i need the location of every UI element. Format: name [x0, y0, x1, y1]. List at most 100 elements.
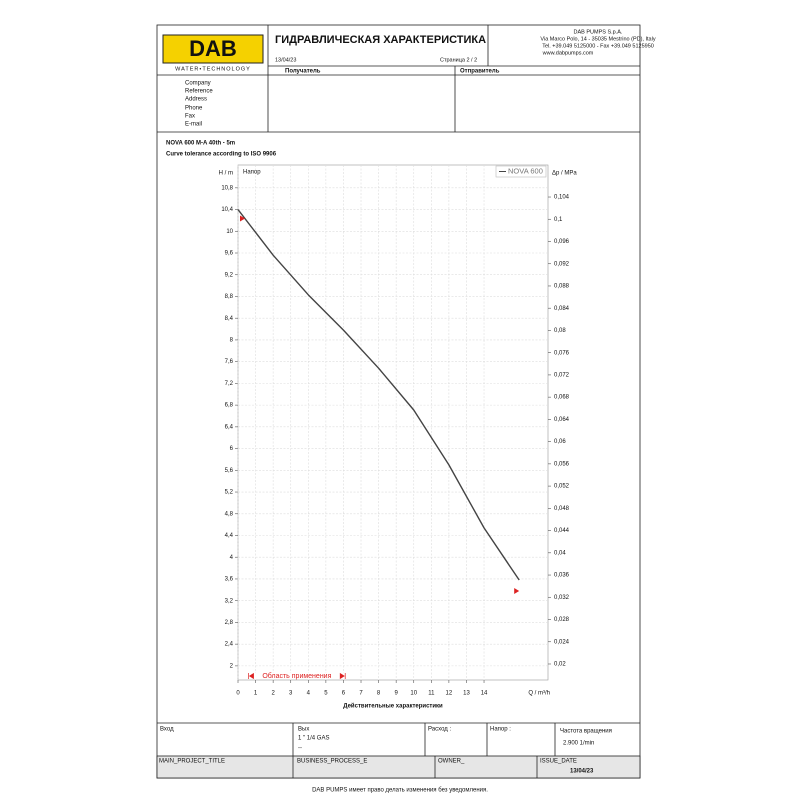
inlet: Вход: [160, 727, 174, 733]
tolerance-marker: [240, 215, 245, 222]
y-tick-label: 6,4: [225, 424, 234, 430]
x-axis-title: Действительные характеристики: [343, 703, 443, 710]
x-tick-label: 3: [289, 691, 293, 697]
x-tick-label: 13: [463, 691, 470, 697]
footer-note: DAB PUMPS имеет право делать изменения б…: [312, 788, 488, 794]
plot-area: [237, 164, 549, 681]
tolerance: Curve tolerance according to ISO 9906: [166, 152, 277, 158]
y2-tick-label: 0,088: [554, 284, 570, 290]
x-tick-label: 12: [446, 691, 453, 697]
logo-box: [162, 34, 264, 64]
y2-tick-label: 0,076: [554, 350, 570, 356]
y-tick-label: 9,2: [225, 272, 234, 278]
y-tick-label: 3,6: [225, 577, 234, 583]
logo-tagline: WATER•TECHNOLOGY: [175, 66, 251, 72]
x-tick-label: 8: [377, 691, 381, 697]
y-tick-label: 8,8: [225, 294, 234, 300]
y-tick-label: 8: [230, 338, 234, 344]
company-line: Via Marco Polo, 14 - 35035 Mestrino (PD)…: [540, 36, 655, 42]
y2-tick-label: 0,056: [554, 461, 570, 467]
field-label: Reference: [185, 89, 213, 95]
y-tick-label: 7,2: [225, 381, 234, 387]
x-tick-label: 1: [254, 691, 258, 697]
annotation: Область применения: [262, 672, 331, 680]
y2-tick-label: 0,02: [554, 662, 566, 668]
y2-tick-label: 0,084: [554, 306, 570, 312]
x-tick-label: 5: [324, 691, 328, 697]
tolerance-marker: [514, 588, 520, 595]
title: ГИДРАВЛИЧЕСКАЯ ХАРАКТЕРИСТИКА: [275, 34, 486, 46]
x-tick-label: 10: [410, 691, 417, 697]
product-name: NOVA 600 M-A 40th - 5m: [166, 141, 235, 147]
y2-tick-label: 0,036: [554, 573, 570, 579]
y2-tick-label: 0,06: [554, 439, 566, 445]
issue-date: 13/04/23: [570, 769, 594, 775]
y-tick-label: 4,8: [225, 511, 234, 517]
y2-tick-label: 0,028: [554, 617, 570, 623]
x-tick-label: 14: [481, 691, 488, 697]
page-number: Страница 2 / 2: [440, 57, 477, 63]
y-axis-label: H / m: [219, 171, 233, 177]
y2-tick-label: 0,068: [554, 395, 570, 401]
y-tick-label: 10: [226, 229, 233, 235]
curve: [237, 209, 520, 581]
y2-tick-label: 0,04: [554, 550, 566, 556]
x-tick-label: 9: [394, 691, 398, 697]
legend-box: [495, 165, 547, 178]
outlet-value: --: [298, 746, 302, 752]
range-end: [339, 672, 346, 680]
y2-axis-label: Δp / MPa: [552, 171, 577, 177]
owner: OWNER_: [438, 759, 465, 765]
y-tick-label: 5,6: [225, 468, 234, 474]
speed-label: Частота вращения: [560, 729, 612, 735]
issue-date-label: ISSUE_DATE: [540, 759, 577, 765]
y-tick-label: 4: [230, 555, 234, 561]
y2-tick-label: 0,048: [554, 506, 570, 512]
y2-tick-label: 0,08: [554, 328, 566, 334]
y-tick-label: 4,4: [225, 533, 234, 539]
outlet: Вых: [298, 727, 309, 733]
flow: Расход :: [428, 727, 451, 733]
company-line: Tel. +39.049 5125000 - Fax +39.049 51259…: [542, 43, 654, 49]
range-start: [248, 672, 254, 680]
y-tick-label: 2: [230, 663, 234, 669]
date: 13/04/23: [275, 57, 296, 63]
project: MAIN_PROJECT_TITLE: [159, 759, 225, 765]
recipient: Получатель: [285, 69, 321, 75]
x-tick-label: 2: [271, 691, 275, 697]
logo: DAB: [189, 36, 237, 61]
y-tick-label: 10,8: [221, 185, 233, 191]
y2-tick-label: 0,072: [554, 372, 570, 378]
field-label: E-mail: [185, 122, 202, 128]
field-label: Phone: [185, 106, 203, 112]
process: BUSINESS_PROCESS_E: [297, 759, 367, 765]
x-tick-label: 7: [359, 691, 363, 697]
x-tick-label: 0: [236, 691, 240, 697]
y2-tick-label: 0,064: [554, 417, 570, 423]
y-tick-label: 6: [230, 446, 234, 452]
y2-tick-label: 0,052: [554, 484, 570, 490]
company-line: www.dabpumps.com: [542, 50, 594, 56]
field-label: Company: [185, 81, 211, 87]
meta-row: [156, 755, 641, 779]
legend-label: NOVA 600: [508, 166, 543, 175]
y-tick-label: 7,6: [225, 359, 234, 365]
y2-tick-label: 0,032: [554, 595, 570, 601]
x-axis-label: Q / m³/h: [528, 691, 550, 697]
x-tick-label: 6: [342, 691, 346, 697]
head: Напор :: [490, 727, 511, 733]
y-tick-label: 2,4: [225, 642, 234, 648]
y-tick-label: 6,8: [225, 403, 234, 409]
sender: Отправитель: [460, 69, 500, 75]
y2-tick-label: 0,1: [554, 217, 563, 223]
curve-label: Напор: [243, 170, 261, 176]
speed: 2.900 1/min: [563, 741, 594, 747]
y-tick-label: 5,2: [225, 490, 234, 496]
y-tick-label: 3,2: [225, 598, 234, 604]
company-line: DAB PUMPS S.p.A.: [574, 29, 623, 35]
x-tick-label: 11: [428, 691, 435, 697]
y-tick-label: 10,4: [221, 207, 233, 213]
y2-tick-label: 0,104: [554, 195, 570, 201]
y2-tick-label: 0,096: [554, 239, 570, 245]
